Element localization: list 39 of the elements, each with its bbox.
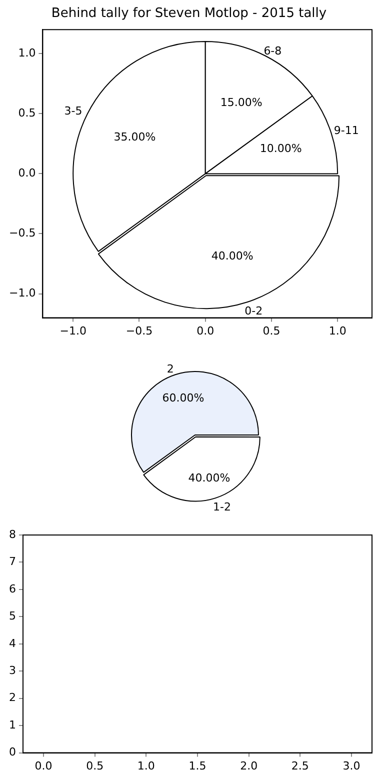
y-tick-label: 4: [9, 636, 16, 650]
data-label: 35.00%: [114, 130, 156, 144]
x-tick-label: −1.0: [60, 324, 86, 338]
chart-title: Behind tally for Steven Motlop - 2015 tally: [51, 6, 327, 22]
x-tick-label: 3.0: [342, 759, 360, 772]
y-tick-label: 0.5: [18, 106, 36, 120]
slice-label: 0-2: [244, 304, 263, 318]
x-tick-label: 1.5: [188, 759, 206, 772]
y-tick-label: 0.0: [18, 166, 36, 180]
data-label: 40.00%: [188, 472, 230, 485]
y-tick-label: 2: [9, 691, 16, 704]
y-tick-label: 3: [9, 664, 16, 677]
y-tick-label: −0.5: [8, 226, 36, 240]
x-tick-label: 1.0: [137, 759, 155, 772]
y-tick-label: 6: [9, 582, 16, 596]
slice-label: 1-2: [213, 500, 232, 514]
y-tick-label: 0: [9, 746, 16, 759]
slice-label: 9-11: [334, 124, 359, 138]
y-tick-label: 7: [9, 555, 16, 568]
data-label: 15.00%: [220, 96, 262, 109]
y-tick-label: 8: [9, 528, 16, 541]
data-label: 60.00%: [162, 392, 204, 405]
x-tick-label: −0.5: [126, 324, 153, 338]
x-tick-label: 0.0: [196, 324, 214, 338]
y-tick-label: 1.0: [18, 46, 36, 60]
x-tick-label: 0.0: [34, 759, 52, 772]
data-label: 10.00%: [260, 142, 302, 156]
x-tick-label: 0.5: [86, 759, 104, 772]
x-tick-label: 2.5: [291, 759, 309, 772]
slice-label: 6-8: [264, 44, 282, 58]
slice-label: 3-5: [64, 104, 82, 118]
x-tick-label: 2.0: [240, 759, 258, 772]
x-tick-label: 0.5: [262, 324, 280, 338]
y-tick-label: −1.0: [8, 286, 36, 300]
x-tick-label: 1.0: [328, 324, 346, 338]
data-label: 40.00%: [211, 250, 254, 263]
slice-label: 2: [166, 362, 174, 376]
y-tick-label: 5: [9, 610, 16, 623]
y-tick-label: 1: [9, 718, 16, 732]
